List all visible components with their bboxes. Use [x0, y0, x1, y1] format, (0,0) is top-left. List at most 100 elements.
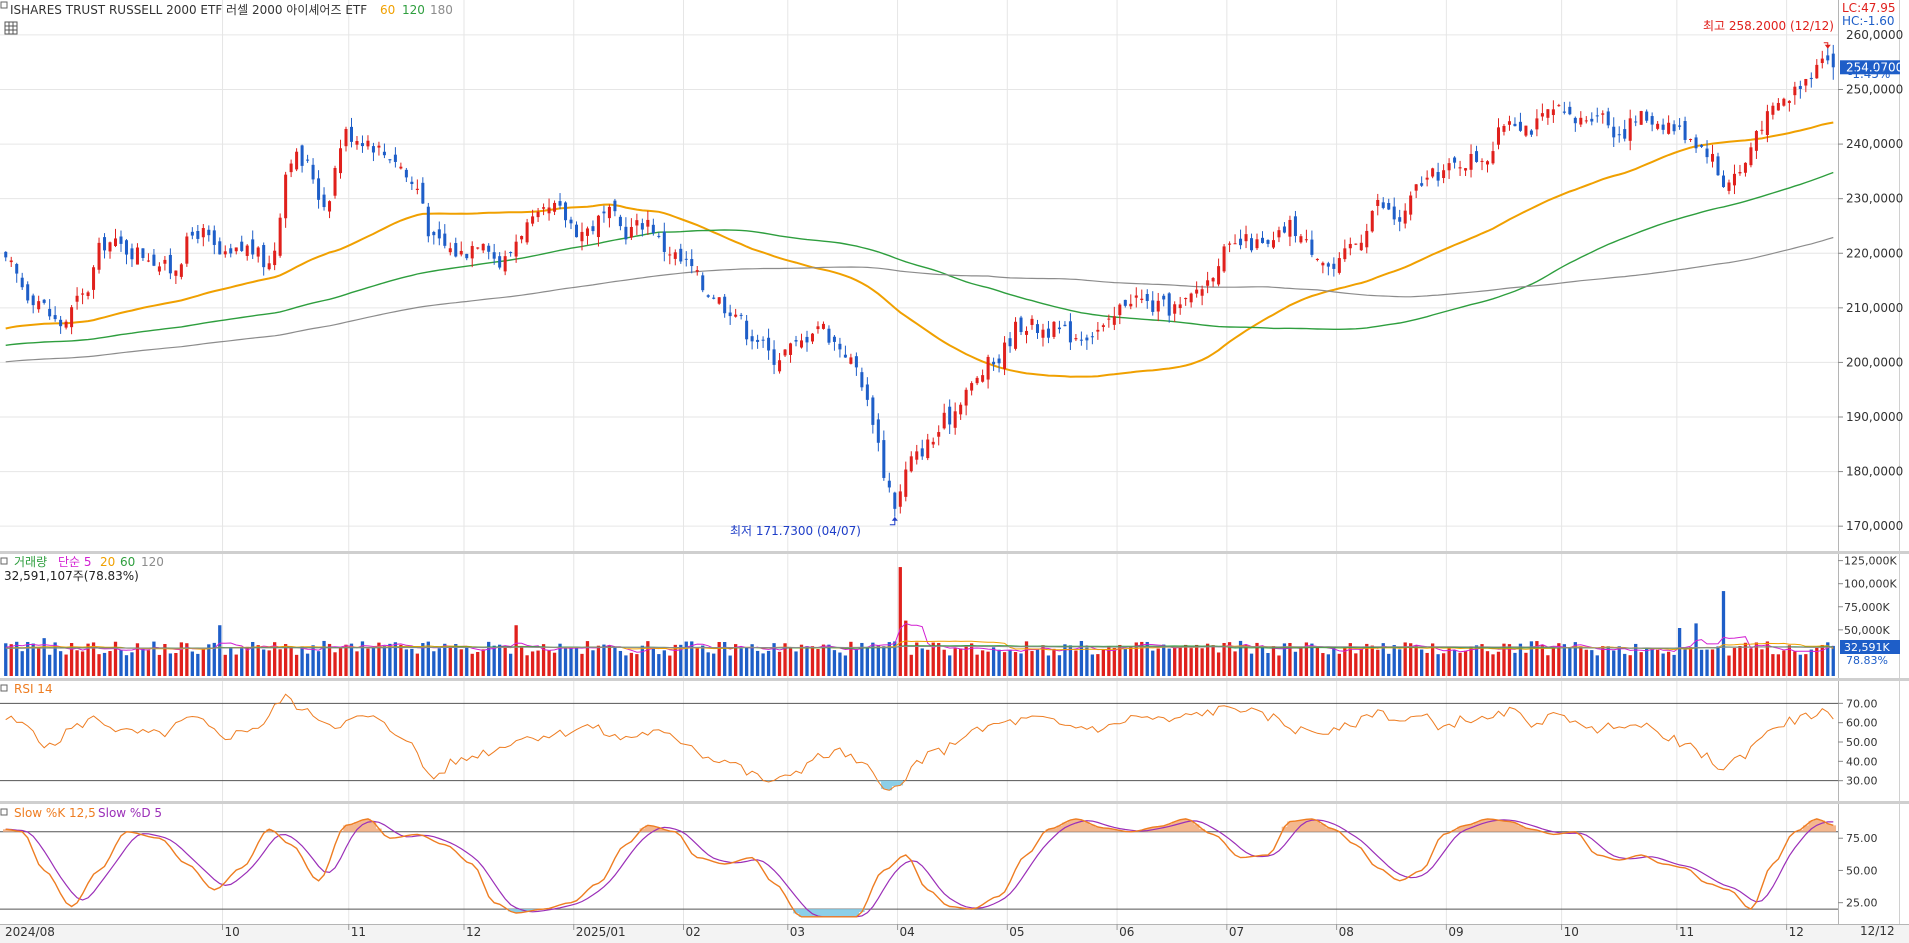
volume-bar [717, 641, 721, 676]
candle-body [1562, 111, 1566, 113]
candle-body [695, 270, 699, 272]
candle-body [536, 211, 540, 218]
candle [1606, 107, 1610, 129]
candle [783, 349, 787, 357]
candle-body [1260, 237, 1265, 244]
candle-body [799, 340, 804, 348]
volume-bar [487, 641, 491, 676]
volume-bar [1765, 641, 1770, 676]
volume-panel[interactable] [4, 567, 1835, 676]
candle [59, 315, 63, 334]
volume-bar [185, 643, 189, 676]
panel-splitter-stoch[interactable] [0, 801, 1909, 804]
panel-splitter-volume[interactable] [0, 551, 1909, 554]
x-axis-label: 12 [466, 925, 481, 939]
candle [437, 221, 441, 246]
candle-body [893, 492, 897, 509]
candle-body [196, 230, 200, 239]
volume-bar [1441, 653, 1446, 676]
volume-bar [904, 620, 908, 676]
volume-bar [1590, 650, 1594, 676]
volume-bar [174, 652, 178, 676]
volume-bar [1518, 643, 1523, 676]
x-axis-label: 11 [1679, 925, 1694, 939]
volume-bar [865, 647, 870, 676]
candle-body [289, 163, 293, 173]
candle [1085, 334, 1089, 350]
candle [1689, 138, 1693, 143]
rsi-tick-label: 50.00 [1846, 736, 1878, 749]
candle-body [404, 169, 408, 178]
candle-body [1222, 246, 1226, 272]
candle-body [1694, 137, 1698, 149]
volume-bar [1771, 654, 1775, 676]
volume-bar [1617, 646, 1621, 676]
candle [179, 262, 183, 280]
candle [470, 241, 474, 268]
stochastic-panel[interactable] [0, 818, 1838, 918]
rsi-panel[interactable] [0, 693, 1838, 791]
candle [509, 251, 513, 257]
volume-bar [1826, 642, 1830, 676]
candle [229, 243, 233, 258]
candle [1409, 191, 1413, 221]
volume-bar [508, 653, 513, 676]
volume-bar [706, 652, 710, 676]
volume-bar [624, 655, 628, 676]
candle [1749, 142, 1753, 168]
candle-body [1634, 121, 1638, 123]
candle [465, 253, 469, 261]
volume-bar [1370, 645, 1374, 676]
candle-body [179, 264, 183, 277]
ma180-label: 180 [430, 3, 453, 17]
volume-bar [1688, 647, 1693, 676]
volume-bar [256, 645, 260, 676]
candle-body [1376, 199, 1380, 206]
volume-bar [1381, 643, 1385, 676]
volume-title: 거래량 [14, 555, 47, 569]
candle [1255, 233, 1259, 250]
rsi-panel-handle-icon[interactable] [0, 684, 8, 692]
candle [865, 377, 869, 407]
candle [284, 171, 288, 228]
volume-bar [218, 625, 222, 676]
candle-body [1831, 53, 1835, 68]
volume-bar [1815, 647, 1819, 676]
candle-body [1754, 131, 1758, 151]
candle [1738, 164, 1742, 176]
candle [1502, 124, 1506, 136]
volume-bar [135, 643, 140, 676]
candle [108, 241, 112, 259]
candle [103, 233, 107, 259]
candle [635, 213, 639, 235]
candle-body [1184, 297, 1188, 300]
candle-body [201, 228, 205, 238]
volume-panel-handle-icon[interactable] [0, 557, 8, 565]
stoch-panel-handle-icon[interactable] [0, 808, 8, 816]
candle-body [975, 377, 979, 384]
volume-bar [388, 643, 392, 676]
price-panel[interactable] [4, 42, 1835, 526]
settings-grid-icon[interactable] [4, 21, 18, 35]
panel-splitter-rsi[interactable] [0, 678, 1909, 681]
candle-body [959, 404, 963, 415]
candle-body [926, 439, 930, 459]
volume-bar [744, 647, 749, 676]
panel-handle-icon[interactable] [0, 1, 8, 9]
candle [1239, 229, 1243, 250]
candle [119, 230, 123, 252]
candle [1732, 164, 1736, 195]
candle [838, 337, 842, 358]
candle [70, 305, 74, 335]
volume-bar [1046, 655, 1051, 676]
volume-bar [97, 654, 101, 676]
volume-bar [349, 643, 354, 676]
x-axis-label: 03 [790, 925, 805, 939]
candle-body [388, 159, 392, 161]
candle-body [1650, 116, 1654, 125]
candle-body [1392, 206, 1396, 220]
volume-bar [1030, 651, 1034, 676]
candle-body [360, 143, 364, 147]
stoch-d-label: Slow %D 5 [98, 806, 162, 820]
